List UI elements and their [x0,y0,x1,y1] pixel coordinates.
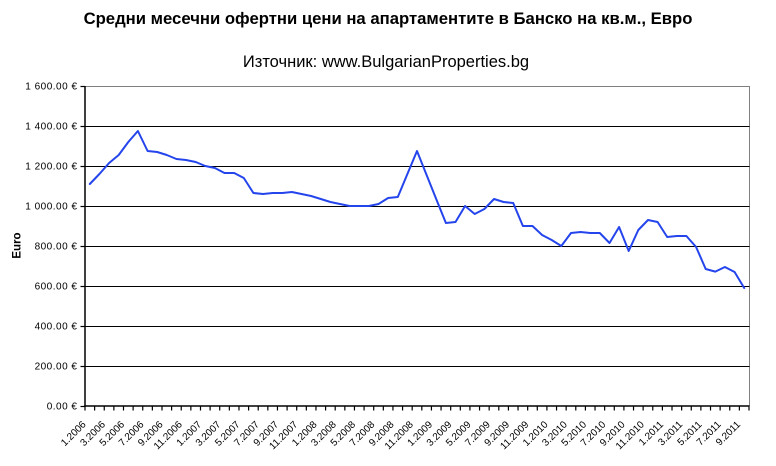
svg-text:Средни месечни офертни цени на: Средни месечни офертни цени на апартамен… [84,9,693,28]
svg-text:1 600.00 €: 1 600.00 € [25,82,77,93]
svg-text:1 400.00 €: 1 400.00 € [25,122,77,133]
svg-text:1 200.00 €: 1 200.00 € [25,162,77,173]
svg-text:400.00 €: 400.00 € [35,322,78,333]
svg-text:Източник: www.BulgarianPropert: Източник: www.BulgarianProperties.bg [243,53,529,71]
svg-text:800.00 €: 800.00 € [35,242,78,253]
svg-text:600.00 €: 600.00 € [35,282,78,293]
svg-text:1 000.00 €: 1 000.00 € [25,202,77,213]
svg-text:200.00 €: 200.00 € [35,362,78,373]
svg-text:0.00 €: 0.00 € [47,402,78,413]
svg-text:Euro: Euro [12,232,24,258]
